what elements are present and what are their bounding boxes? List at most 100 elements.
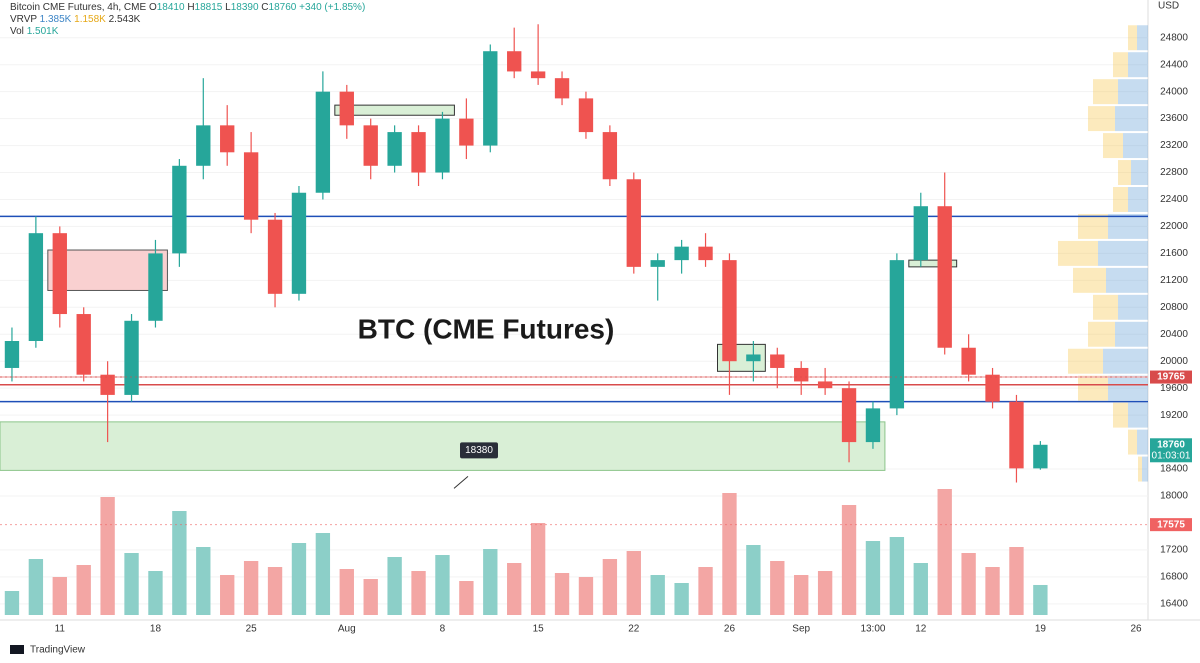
candle-body <box>4 341 20 368</box>
y-tick-label: 18000 <box>1160 491 1188 502</box>
price-label-box <box>1150 518 1192 532</box>
candle-body <box>363 125 378 166</box>
candle-body <box>507 51 522 72</box>
volume-bar <box>52 577 67 615</box>
volume-bar <box>722 493 737 615</box>
volume-bar <box>291 543 307 615</box>
x-tick-label: 22 <box>628 624 640 635</box>
volume-bar <box>985 567 1000 615</box>
profile-down <box>1088 106 1115 132</box>
candle-body <box>674 246 689 261</box>
footer: TradingView <box>30 645 86 656</box>
candle-body <box>28 233 44 341</box>
volume-bar <box>602 559 618 615</box>
profile-up <box>1131 160 1148 185</box>
currency: USD <box>1158 1 1179 12</box>
profile-up <box>1118 79 1148 105</box>
x-tick-label: 25 <box>246 624 258 635</box>
candle-body <box>578 98 594 133</box>
volume-bar <box>865 541 881 615</box>
candle-body <box>817 381 833 389</box>
plot: 16400 16800 17200 18000 18400 19200 19600 20000… <box>0 24 1192 635</box>
y-tick-label: 22400 <box>1160 194 1188 205</box>
value: 2.543K <box>109 14 141 25</box>
symbol: Bitcoin CME Futures, 4h, CME <box>10 2 146 13</box>
volume-bar <box>1009 547 1024 615</box>
profile-up <box>1115 321 1148 347</box>
volume-bar <box>961 553 976 615</box>
zone <box>0 421 886 471</box>
candle-body <box>220 125 235 153</box>
y-tick-label: 24400 <box>1160 59 1188 70</box>
profile-down <box>1073 267 1106 293</box>
value: 18815 <box>195 2 223 13</box>
zone <box>334 104 455 116</box>
y-tick-label: 19600 <box>1160 383 1188 394</box>
volume-bar <box>76 565 91 615</box>
volume-bar <box>220 575 235 615</box>
profile-down <box>1068 348 1103 374</box>
candle-body <box>602 132 618 180</box>
volume-bar <box>817 571 833 615</box>
volume-bar <box>626 551 641 615</box>
volume-bar <box>267 567 283 615</box>
callout-pointer <box>453 476 469 489</box>
candle-body <box>746 354 761 362</box>
candle-body <box>100 374 115 395</box>
candle-body <box>459 118 474 146</box>
value: 1.501K <box>27 26 59 37</box>
volume-bar <box>770 561 785 615</box>
label: VRVP <box>10 14 37 25</box>
label: L <box>225 2 231 13</box>
volume-bar <box>387 557 402 615</box>
volume-bar <box>650 575 665 615</box>
volume-bar <box>578 577 594 615</box>
y-tick-label: 19200 <box>1160 410 1188 421</box>
profile-down <box>1103 133 1123 159</box>
volume-bar <box>172 511 187 615</box>
profile-down <box>1093 294 1118 320</box>
volume-bar <box>913 563 928 615</box>
candle-body <box>124 320 139 395</box>
value: +340 (+1.85%) <box>299 2 365 13</box>
candle-body <box>483 51 498 146</box>
candle-body <box>794 367 809 382</box>
price-label-box <box>1150 370 1192 384</box>
profile-up <box>1137 429 1148 455</box>
y-tick-label: 21600 <box>1160 248 1188 259</box>
profile-up <box>1108 375 1148 401</box>
label: O <box>149 2 157 13</box>
candle-body <box>243 152 259 220</box>
volume-bar <box>28 559 44 615</box>
volume-bar <box>100 497 115 615</box>
x-tick-label: 26 <box>724 624 736 635</box>
volume-bar <box>483 549 498 615</box>
volume-bar <box>937 489 952 615</box>
candle-body <box>698 246 713 261</box>
candle-body <box>722 260 737 362</box>
x-tick-label: 12 <box>915 624 927 635</box>
y-tick-label: 20400 <box>1160 329 1188 340</box>
volume-bar <box>459 581 474 615</box>
x-tick-label: 15 <box>533 624 545 635</box>
price-label: 18760 <box>1157 439 1185 450</box>
volume-bar <box>889 537 905 615</box>
candle-body <box>530 71 546 79</box>
volume-bar <box>554 573 570 615</box>
profile-up <box>1115 106 1148 132</box>
profile-down <box>1118 160 1131 185</box>
callout-label: 18380 <box>465 445 493 456</box>
volume-bar <box>148 571 163 615</box>
profile-down <box>1088 321 1115 347</box>
value: 1.158K <box>74 14 106 25</box>
profile-down <box>1113 187 1128 212</box>
callout-box <box>460 442 498 459</box>
y-tick-label: 20000 <box>1160 356 1188 367</box>
candle-body <box>148 253 163 321</box>
candle-body <box>937 206 952 348</box>
profile-up <box>1123 133 1148 159</box>
candle-body <box>913 206 928 261</box>
y-tick-label: 22000 <box>1160 221 1188 232</box>
value: 1.385K <box>40 14 72 25</box>
